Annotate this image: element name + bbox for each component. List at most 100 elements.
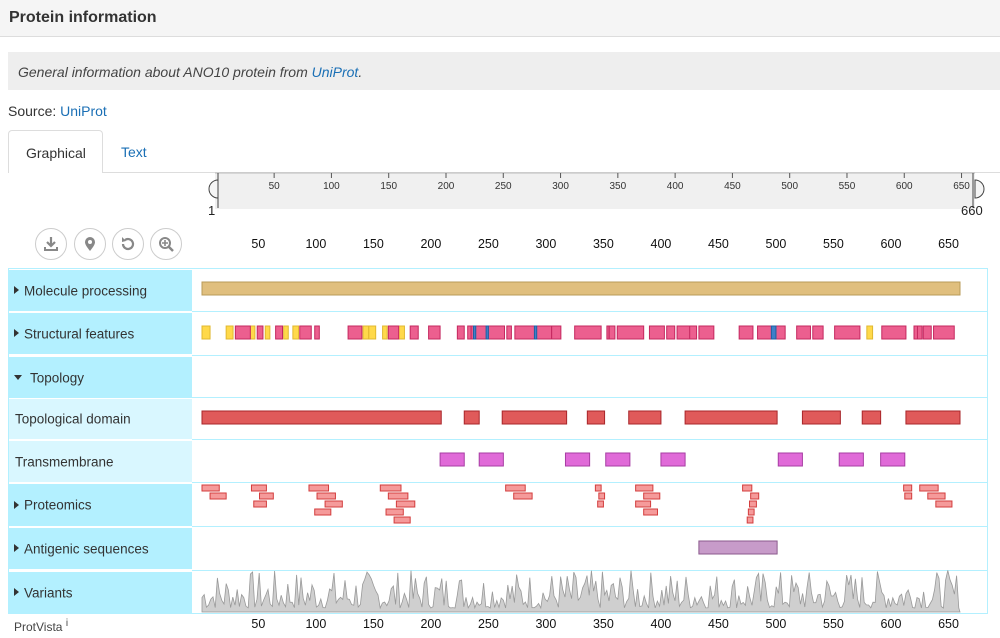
- proteomics-peptide[interactable]: [643, 508, 658, 516]
- strand-feature[interactable]: [264, 325, 271, 340]
- transmembrane-feature[interactable]: [564, 452, 591, 467]
- strand-feature[interactable]: [398, 325, 405, 340]
- strand-feature[interactable]: [225, 325, 234, 340]
- proteomics-peptide[interactable]: [742, 484, 753, 492]
- topological-domain-feature[interactable]: [801, 410, 841, 425]
- uniprot-link[interactable]: UniProt: [311, 64, 359, 80]
- helix-feature[interactable]: [574, 325, 602, 340]
- helix-feature[interactable]: [608, 325, 616, 340]
- transmembrane-feature[interactable]: [777, 452, 803, 467]
- proteomics-peptide[interactable]: [253, 500, 267, 508]
- variants-histogram[interactable]: [201, 570, 961, 613]
- proteomics-peptide[interactable]: [597, 500, 604, 508]
- strand-feature[interactable]: [292, 325, 300, 340]
- strand-feature[interactable]: [362, 325, 370, 340]
- proteomics-peptide[interactable]: [259, 492, 274, 500]
- proteomics-peptide[interactable]: [316, 492, 336, 500]
- proteomics-peptide[interactable]: [746, 516, 754, 524]
- row-antigenic-sequences[interactable]: Antigenic sequences: [8, 528, 192, 569]
- proteomics-peptide[interactable]: [201, 484, 220, 492]
- proteomics-peptide[interactable]: [314, 508, 332, 516]
- navigator-left-handle[interactable]: [208, 179, 219, 199]
- strand-feature[interactable]: [249, 325, 256, 340]
- helix-feature[interactable]: [256, 325, 264, 340]
- transmembrane-feature[interactable]: [838, 452, 864, 467]
- topological-domain-feature[interactable]: [861, 410, 882, 425]
- helix-feature[interactable]: [648, 325, 665, 340]
- topological-domain-feature[interactable]: [905, 410, 961, 425]
- turn-feature[interactable]: [533, 325, 538, 340]
- proteomics-peptide[interactable]: [598, 492, 606, 500]
- navigator-brush[interactable]: [215, 173, 975, 209]
- helix-feature[interactable]: [933, 325, 955, 340]
- proteomics-peptide[interactable]: [903, 484, 913, 492]
- proteomics-peptide[interactable]: [643, 492, 661, 500]
- helix-feature[interactable]: [506, 325, 512, 340]
- helix-feature[interactable]: [812, 325, 824, 340]
- chain-feature[interactable]: [201, 281, 961, 296]
- info-icon[interactable]: i: [65, 618, 69, 629]
- proteomics-peptide[interactable]: [747, 508, 755, 516]
- source-uniprot-link[interactable]: UniProt: [60, 103, 107, 119]
- helix-feature[interactable]: [314, 325, 320, 340]
- helix-feature[interactable]: [551, 325, 562, 340]
- antigenic-feature[interactable]: [698, 540, 778, 555]
- download-button[interactable]: [35, 228, 67, 260]
- proteomics-peptide[interactable]: [209, 492, 227, 500]
- helix-feature[interactable]: [676, 325, 692, 340]
- proteomics-peptide[interactable]: [513, 492, 533, 500]
- turn-feature[interactable]: [485, 325, 489, 340]
- helix-feature[interactable]: [514, 325, 553, 340]
- strand-feature[interactable]: [201, 325, 211, 340]
- feature-tracks[interactable]: [0, 268, 1000, 614]
- helix-feature[interactable]: [689, 325, 698, 340]
- topological-domain-feature[interactable]: [586, 410, 606, 425]
- transmembrane-feature[interactable]: [605, 452, 631, 467]
- highlight-button[interactable]: [74, 228, 106, 260]
- navigator-right-handle[interactable]: [974, 179, 985, 199]
- row-structural-features[interactable]: Structural features: [8, 313, 192, 354]
- proteomics-peptide[interactable]: [250, 484, 267, 492]
- row-variants[interactable]: Variants: [8, 572, 192, 613]
- helix-feature[interactable]: [456, 325, 465, 340]
- helix-feature[interactable]: [428, 325, 441, 340]
- turn-feature[interactable]: [770, 325, 777, 340]
- tab-text[interactable]: Text: [121, 144, 147, 160]
- strand-feature[interactable]: [866, 325, 874, 340]
- proteomics-peptide[interactable]: [393, 516, 411, 524]
- row-proteomics[interactable]: Proteomics: [8, 484, 192, 526]
- strand-feature[interactable]: [283, 325, 289, 340]
- helix-feature[interactable]: [409, 325, 419, 340]
- topological-domain-feature[interactable]: [628, 410, 662, 425]
- strand-feature[interactable]: [382, 325, 388, 340]
- reset-button[interactable]: [112, 228, 144, 260]
- sequence-navigator[interactable]: 50 100 150 200 250 300 350 400 450 500 550 600 650 1…: [0, 172, 1000, 222]
- row-topology[interactable]: Topology: [8, 357, 192, 398]
- proteomics-peptide[interactable]: [904, 492, 913, 500]
- proteomics-peptide[interactable]: [635, 500, 652, 508]
- helix-feature[interactable]: [922, 325, 932, 340]
- proteomics-peptide[interactable]: [505, 484, 526, 492]
- turn-feature[interactable]: [472, 325, 477, 340]
- transmembrane-feature[interactable]: [439, 452, 465, 467]
- topological-domain-feature[interactable]: [463, 410, 480, 425]
- helix-feature[interactable]: [698, 325, 715, 340]
- topological-domain-feature[interactable]: [684, 410, 778, 425]
- tab-graphical[interactable]: Graphical: [8, 130, 103, 173]
- proteomics-peptide[interactable]: [919, 484, 939, 492]
- helix-feature[interactable]: [387, 325, 400, 340]
- proteomics-peptide[interactable]: [308, 484, 330, 492]
- transmembrane-feature[interactable]: [880, 452, 906, 467]
- topological-domain-feature[interactable]: [201, 410, 442, 425]
- zoom-button[interactable]: [150, 228, 182, 260]
- helix-feature[interactable]: [881, 325, 907, 340]
- proteomics-peptide[interactable]: [749, 500, 757, 508]
- proteomics-peptide[interactable]: [927, 492, 946, 500]
- transmembrane-feature[interactable]: [660, 452, 686, 467]
- proteomics-peptide[interactable]: [594, 484, 602, 492]
- helix-feature[interactable]: [616, 325, 645, 340]
- proteomics-peptide[interactable]: [387, 492, 409, 500]
- row-molecule-processing[interactable]: Molecule processing: [8, 270, 192, 311]
- proteomics-peptide[interactable]: [635, 484, 654, 492]
- helix-feature[interactable]: [913, 325, 918, 340]
